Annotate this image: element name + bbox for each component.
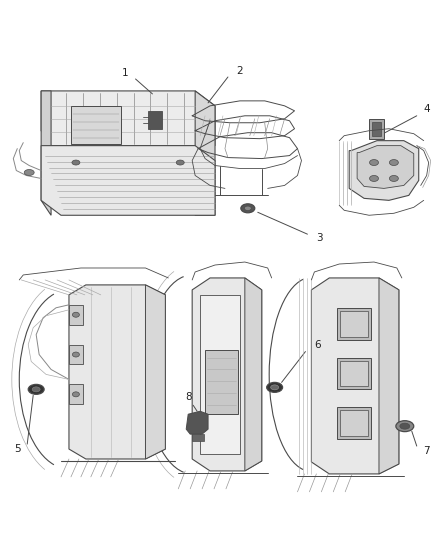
Polygon shape [340, 410, 368, 436]
Ellipse shape [389, 175, 398, 181]
Polygon shape [69, 345, 83, 365]
Polygon shape [192, 278, 262, 471]
Ellipse shape [176, 160, 184, 165]
Polygon shape [69, 384, 83, 404]
Polygon shape [41, 91, 215, 146]
Ellipse shape [72, 160, 80, 165]
Polygon shape [192, 434, 204, 441]
Polygon shape [245, 278, 262, 471]
Polygon shape [69, 305, 83, 325]
Polygon shape [311, 278, 399, 474]
Ellipse shape [72, 352, 79, 357]
Polygon shape [357, 146, 414, 188]
Polygon shape [379, 278, 399, 474]
Text: 5: 5 [14, 444, 21, 454]
Polygon shape [195, 91, 215, 215]
Polygon shape [69, 285, 165, 459]
Polygon shape [200, 295, 240, 454]
Ellipse shape [370, 159, 378, 166]
Text: 8: 8 [185, 392, 191, 402]
Text: 1: 1 [122, 68, 129, 78]
Ellipse shape [72, 312, 79, 317]
Text: 4: 4 [424, 104, 430, 114]
Polygon shape [340, 360, 368, 386]
Ellipse shape [267, 382, 283, 392]
Polygon shape [148, 111, 162, 129]
Ellipse shape [28, 384, 44, 394]
Polygon shape [205, 350, 238, 414]
Ellipse shape [241, 204, 255, 213]
Ellipse shape [389, 159, 398, 166]
Polygon shape [71, 106, 120, 144]
Polygon shape [41, 91, 51, 215]
Ellipse shape [24, 169, 34, 175]
Text: 6: 6 [314, 340, 321, 350]
Polygon shape [337, 407, 371, 439]
Polygon shape [340, 311, 368, 337]
Text: 3: 3 [316, 233, 323, 243]
Ellipse shape [72, 392, 79, 397]
Polygon shape [41, 146, 215, 215]
Text: 2: 2 [237, 66, 243, 76]
Polygon shape [337, 358, 371, 389]
Polygon shape [186, 411, 208, 434]
Polygon shape [337, 308, 371, 340]
Ellipse shape [271, 385, 279, 390]
Ellipse shape [244, 206, 251, 211]
Polygon shape [349, 141, 419, 200]
Ellipse shape [400, 423, 410, 429]
Ellipse shape [396, 421, 414, 432]
Text: 7: 7 [424, 446, 430, 456]
Ellipse shape [370, 175, 378, 181]
Polygon shape [372, 122, 381, 136]
Ellipse shape [32, 387, 40, 392]
Polygon shape [369, 119, 384, 139]
Polygon shape [145, 285, 165, 459]
